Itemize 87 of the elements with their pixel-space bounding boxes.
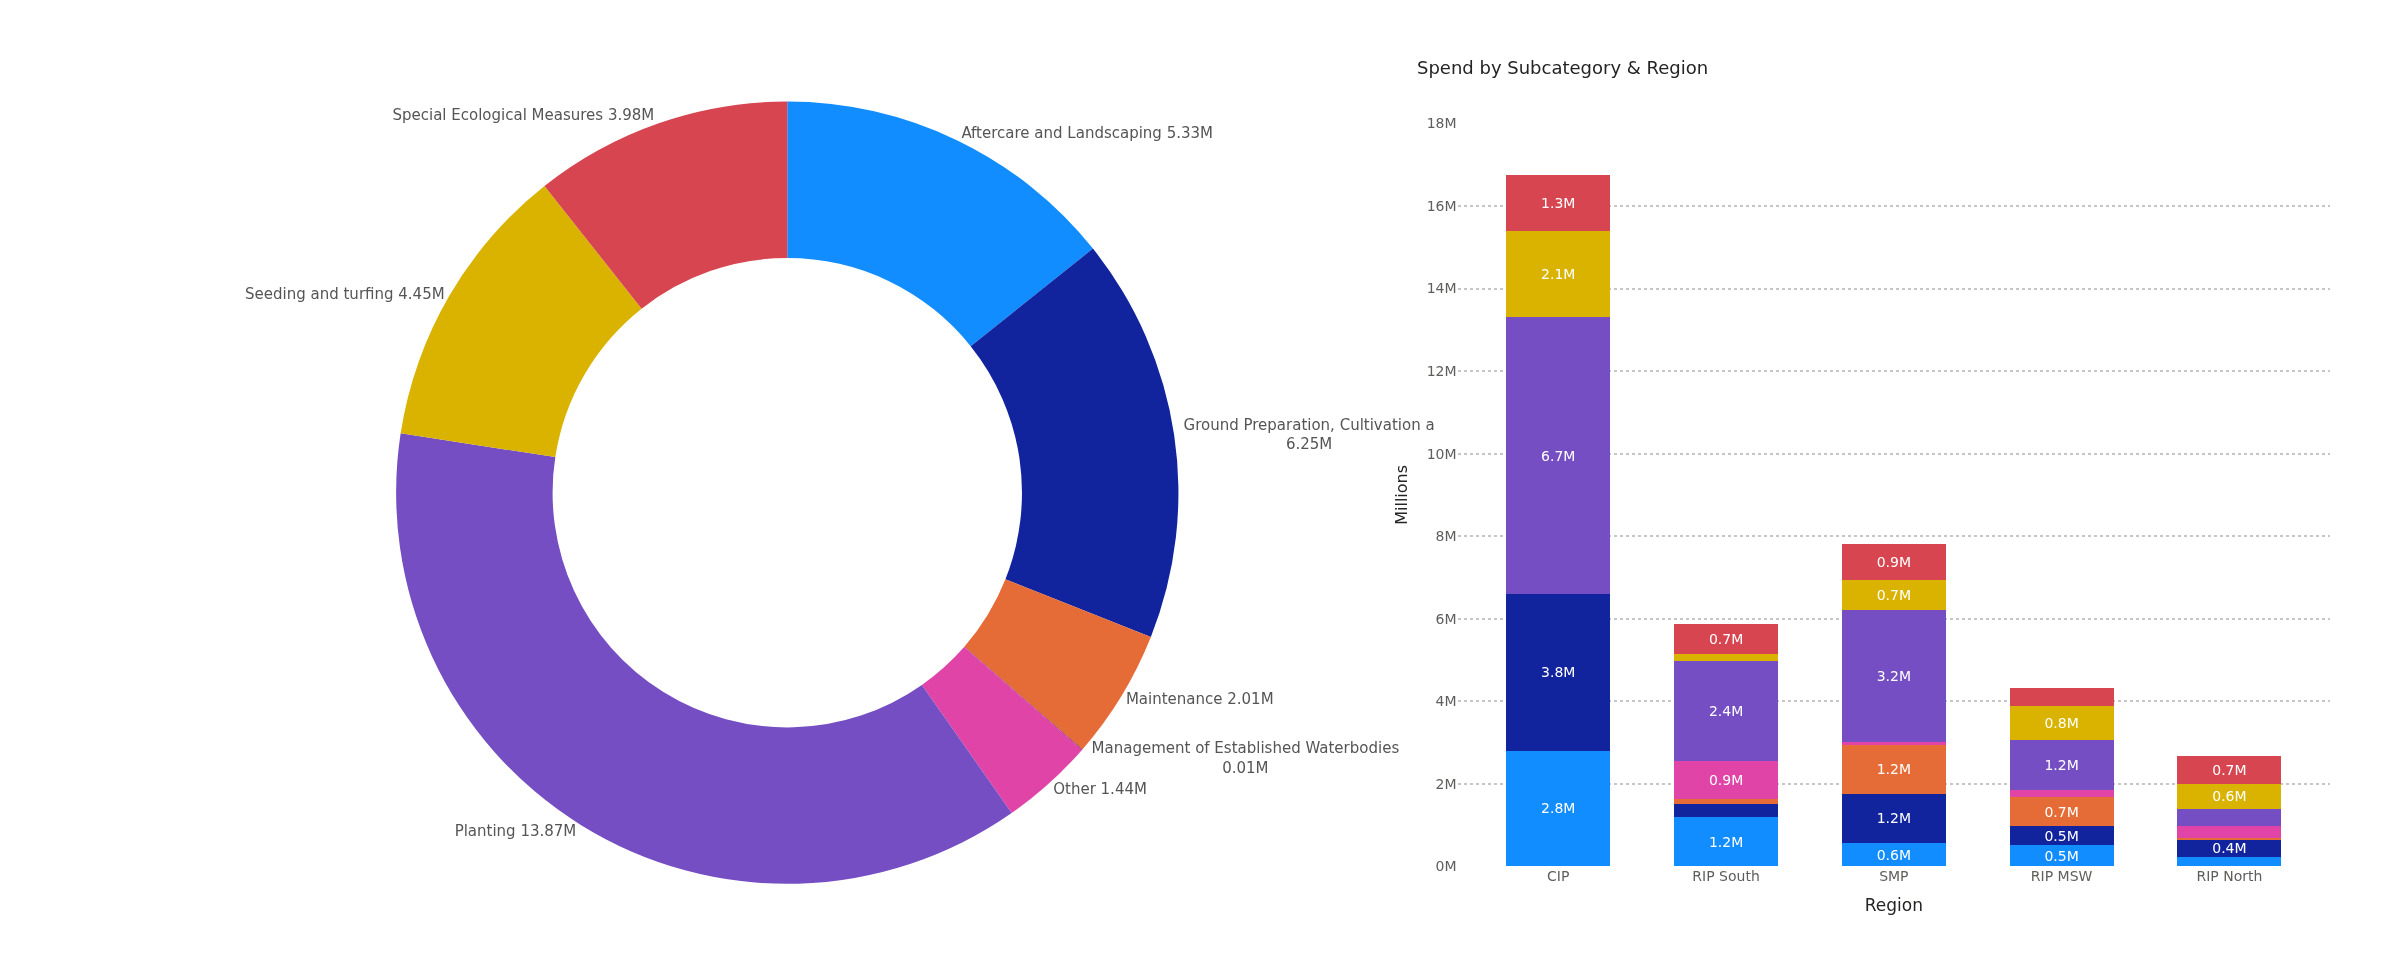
bar	[1674, 654, 1779, 662]
slice-label: Management of Established Waterbodies	[1091, 739, 1400, 758]
data-label: 0.6M	[1876, 846, 1912, 863]
data-label: 1.2M	[2044, 757, 2079, 774]
data-label: 0.8M	[2044, 715, 2079, 732]
donut-slice	[400, 186, 642, 458]
y-tick-label: 6M	[1435, 610, 1457, 627]
data-label: 1.3M	[1541, 194, 1576, 211]
y-tick-label: 0M	[1435, 858, 1457, 875]
bar	[1506, 317, 1611, 594]
bar	[1674, 761, 1779, 800]
y-tick-label: 14M	[1426, 280, 1457, 297]
slice-label: Seeding and turfing 4.45M	[245, 284, 445, 303]
x-tick-label: RIP MSW	[2030, 868, 2093, 885]
data-label: 1.2M	[1708, 833, 1744, 850]
bar	[2009, 740, 2114, 790]
bar	[1506, 230, 1611, 318]
bar	[2009, 706, 2114, 741]
data-label: 6.7M	[1541, 447, 1576, 464]
bar	[1674, 804, 1779, 817]
bar	[2177, 837, 2282, 840]
bar	[1674, 799, 1779, 805]
bar	[1841, 843, 1946, 867]
y-tick-label: 12M	[1426, 362, 1457, 379]
donut-slice	[964, 646, 1083, 750]
slice-label: Special Ecological Measures 3.98M	[392, 106, 655, 125]
y-tick-label: 2M	[1435, 775, 1457, 792]
data-label: 0.6M	[2212, 788, 2247, 805]
chart-title: Spend by Subcategory & Region	[1417, 57, 1709, 78]
y-tick-label: 4M	[1435, 693, 1457, 710]
bar	[2177, 825, 2282, 838]
data-label: 0.9M	[1876, 554, 1912, 571]
data-label: 0.7M	[2044, 803, 2079, 820]
bar	[1841, 793, 1946, 844]
bar	[1841, 610, 1946, 743]
bar	[1506, 593, 1611, 751]
data-label: 0.01M	[1222, 758, 1269, 777]
data-label: 0.7M	[1708, 630, 1744, 647]
slice-label: Planting 13.87M	[454, 822, 577, 841]
slice-label: Maintenance 2.01M	[1125, 689, 1274, 708]
y-tick-label: 16M	[1426, 197, 1457, 214]
data-label: 0.7M	[1876, 587, 1912, 604]
data-label: 2.8M	[1541, 800, 1576, 817]
bar	[2177, 756, 2282, 784]
x-tick-label: RIP South	[1692, 868, 1760, 885]
data-label: 0.4M	[2212, 840, 2247, 857]
bar	[1506, 175, 1611, 231]
bar	[1841, 580, 1946, 610]
bar	[2009, 796, 2114, 827]
data-label: 0.7M	[2212, 761, 2247, 778]
x-tick-label: SMP	[1879, 868, 1909, 885]
data-label: 2.4M	[1708, 703, 1744, 720]
data-label: 0.9M	[1708, 772, 1744, 789]
bar	[2009, 826, 2114, 846]
bar	[1674, 623, 1779, 655]
bar	[1506, 750, 1611, 867]
bar	[2009, 789, 2114, 797]
data-label: 0.5M	[2044, 847, 2079, 864]
bar	[2177, 783, 2282, 809]
y-axis-title: Millions	[1391, 464, 1411, 525]
data-label: 1.2M	[1876, 810, 1912, 827]
donut-slice	[396, 433, 1012, 884]
bar	[2177, 857, 2282, 867]
bar	[1841, 742, 1946, 746]
bar	[1841, 543, 1946, 581]
x-tick-label: CIP	[1547, 868, 1570, 885]
data-label: 2.1M	[1541, 266, 1576, 283]
y-tick-label: 18M	[1426, 115, 1457, 132]
bar	[2177, 808, 2282, 826]
data-label: 0.5M	[2044, 827, 2079, 844]
bar	[1674, 661, 1779, 762]
bar	[1674, 816, 1779, 867]
slice-label: Ground Preparation, Cultivation a	[1183, 415, 1435, 434]
y-tick-label: 10M	[1426, 445, 1457, 462]
bar	[2009, 845, 2114, 867]
data-label: 3.8M	[1541, 664, 1576, 681]
donut-slice	[970, 248, 1179, 637]
y-tick-label: 8M	[1435, 528, 1457, 545]
x-axis-title: Region	[1864, 894, 1923, 915]
slice-label: Aftercare and Landscaping 5.33M	[961, 123, 1213, 142]
slice-label: Other 1.44M	[1053, 779, 1147, 798]
bar	[2009, 688, 2114, 707]
data-label: 3.2M	[1876, 668, 1912, 685]
data-label: 1.2M	[1876, 761, 1912, 778]
x-tick-label: RIP North	[2196, 868, 2263, 885]
data-label: 6.25M	[1285, 435, 1333, 454]
bar	[1841, 745, 1946, 794]
